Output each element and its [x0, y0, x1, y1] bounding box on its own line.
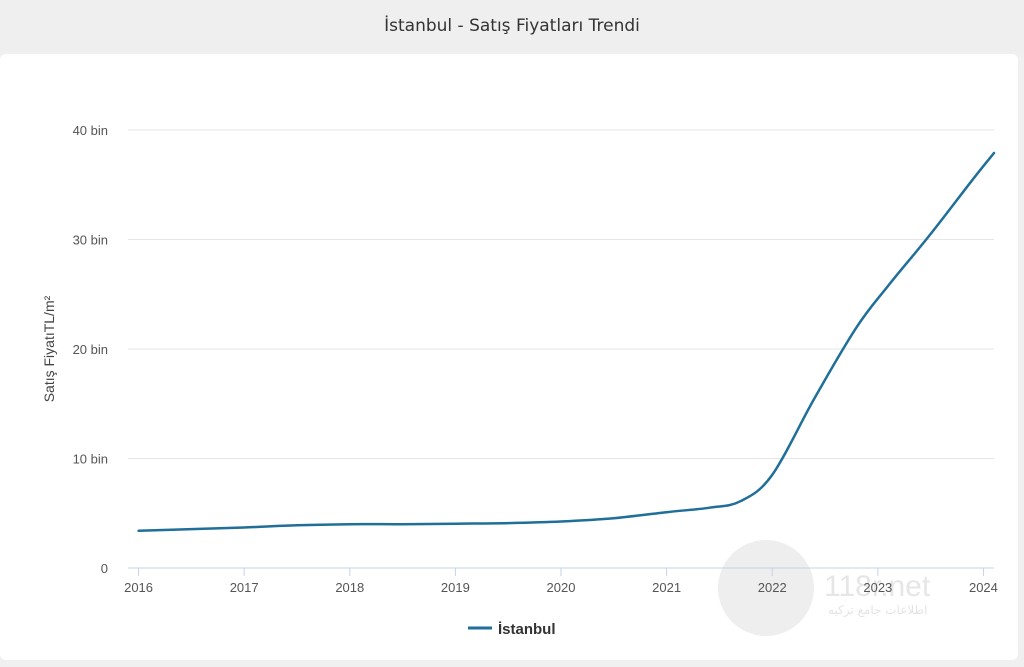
x-tick-label: 2020: [547, 580, 576, 595]
legend[interactable]: İstanbul: [468, 621, 556, 638]
x-tick-label: 2017: [230, 580, 259, 595]
y-tick-label: 0: [101, 561, 108, 576]
x-tick-label: 2023: [863, 580, 892, 595]
legend-item-istanbul[interactable]: İstanbul: [498, 621, 556, 638]
watermark-logo: [718, 540, 814, 636]
series-line-istanbul: [137, 151, 996, 533]
x-tick-label: 2021: [652, 580, 681, 595]
y-tick-label: 20 bin: [73, 342, 108, 357]
x-axis-ticks: 2016 2017 2018 2019 2020 2021 2022 2023 2024: [124, 568, 998, 595]
y-axis-ticks: 0 10 bin 20 bin 30 bin 40 bin: [73, 123, 108, 576]
grid-lines: [128, 129, 994, 459]
y-tick-label: 10 bin: [73, 452, 108, 467]
watermark: 118r.net اطلاعات جامع ترکیه: [718, 540, 931, 636]
chart-panel: 118r.net اطلاعات جامع ترکیه 0 10 bin 20 bi…: [0, 54, 1018, 660]
line-chart: 118r.net اطلاعات جامع ترکیه 0 10 bin 20 bi…: [41, 123, 998, 638]
x-tick-label: 2018: [335, 580, 364, 595]
x-tick-label: 2022: [758, 580, 787, 595]
x-tick-label: 2024: [969, 580, 998, 595]
x-tick-label: 2016: [124, 580, 153, 595]
chart-title: İstanbul - Satış Fiyatları Trendi: [384, 16, 640, 36]
y-axis-title: Satış FiyatıTL/m²: [41, 295, 57, 402]
y-tick-label: 40 bin: [73, 123, 108, 138]
chart-header: İstanbul - Satış Fiyatları Trendi: [0, 0, 1024, 52]
x-tick-label: 2019: [441, 580, 470, 595]
y-tick-label: 30 bin: [73, 233, 108, 248]
watermark-tagline: اطلاعات جامع ترکیه: [828, 603, 927, 618]
